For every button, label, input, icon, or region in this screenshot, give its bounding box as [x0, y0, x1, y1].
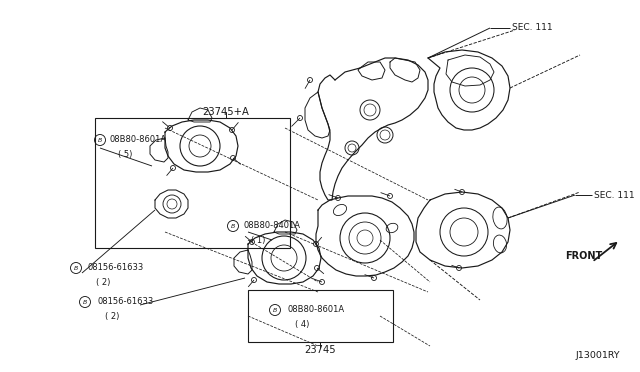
Text: SEC. 111: SEC. 111: [512, 23, 552, 32]
Text: ( 2): ( 2): [96, 279, 110, 288]
Text: ( 5): ( 5): [118, 151, 132, 160]
Text: B: B: [231, 224, 235, 228]
Text: 08B80-8401A: 08B80-8401A: [243, 221, 300, 231]
Text: ( 4): ( 4): [295, 321, 309, 330]
Text: SEC. 111: SEC. 111: [594, 190, 635, 199]
Text: B: B: [74, 266, 78, 270]
Text: 08B80-8601A: 08B80-8601A: [110, 135, 167, 144]
Text: ( 2): ( 2): [105, 312, 120, 321]
Text: 23745+A: 23745+A: [203, 107, 250, 117]
Text: B: B: [83, 299, 87, 305]
Bar: [248, 290, 393, 342]
Bar: [95, 118, 290, 248]
Text: 23745: 23745: [304, 345, 336, 355]
Text: B: B: [273, 308, 277, 312]
Text: 08156-61633: 08156-61633: [97, 298, 153, 307]
Text: J13001RY: J13001RY: [575, 350, 620, 359]
Text: 08156-61633: 08156-61633: [88, 263, 144, 273]
Text: B: B: [98, 138, 102, 142]
Text: ( 1): ( 1): [251, 237, 266, 246]
Text: FRONT: FRONT: [565, 251, 602, 261]
Text: 08B80-8601A: 08B80-8601A: [287, 305, 344, 314]
